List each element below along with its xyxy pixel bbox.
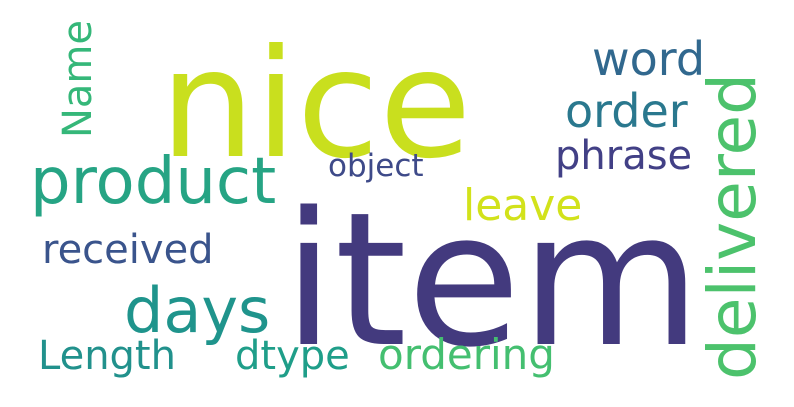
word-word: word — [592, 32, 706, 86]
word-length: Length — [38, 333, 176, 379]
word-leave: leave — [463, 180, 583, 231]
word-object: object — [328, 148, 424, 184]
word-dtype: dtype — [235, 333, 350, 379]
word-days: days — [124, 274, 271, 347]
word-nice: nice — [160, 18, 472, 192]
word-item: item — [283, 172, 701, 388]
word-received: received — [42, 227, 214, 273]
word-name: Name — [55, 19, 101, 138]
word-order: order — [565, 84, 688, 138]
word-delivered: delivered — [694, 72, 771, 380]
word-ordering: ordering — [378, 330, 555, 379]
word-phrase: phrase — [555, 133, 693, 179]
word-product: product — [30, 145, 277, 219]
